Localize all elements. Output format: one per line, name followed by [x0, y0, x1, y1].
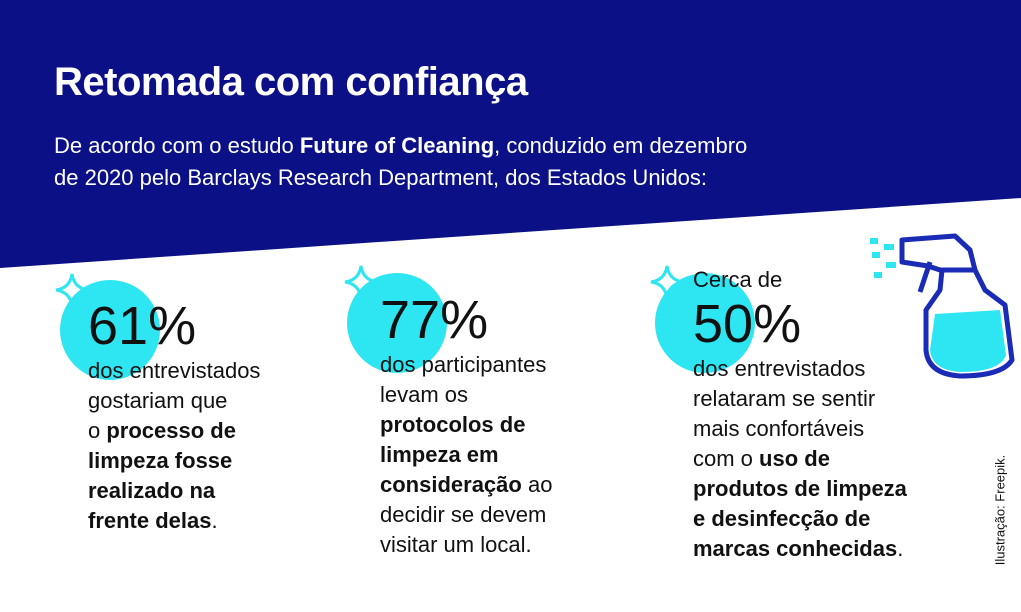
- text-segment: marcas conhecidas: [693, 536, 898, 561]
- text-line: decidir se devem: [380, 500, 552, 530]
- text-segment: levam os: [380, 382, 469, 407]
- text-segment: , conduzido em dezembro: [494, 133, 748, 158]
- text-line: dos entrevistados: [88, 356, 260, 386]
- text-segment: .: [211, 508, 218, 533]
- header-band: [0, 0, 1021, 268]
- stat-prefix: Cerca de: [693, 267, 783, 292]
- text-segment: dos participantes: [380, 352, 547, 377]
- title: Retomada com confiança: [54, 60, 528, 104]
- text-segment: limpeza fosse: [88, 448, 233, 473]
- text-segment: protocolos de: [380, 412, 526, 437]
- text-line: levam os: [380, 380, 552, 410]
- stat: 61% dos entrevistados gostariam que o proce…: [88, 296, 260, 536]
- text-segment: de 2020 pelo Barclays Research Departmen…: [54, 165, 708, 190]
- text-segment: dos entrevistados: [693, 356, 866, 381]
- text-segment: Future of Cleaning: [299, 133, 495, 158]
- text-segment: produtos de limpeza: [693, 476, 907, 501]
- text-segment: o: [88, 418, 107, 443]
- text-segment: e desinfecção de: [693, 506, 871, 531]
- text-line: realizado na: [88, 476, 260, 506]
- text-line: produtos de limpeza: [693, 474, 907, 504]
- text-segment: relataram se sentir: [693, 386, 876, 411]
- stat: 77% dos participantes levam os protocolos d…: [380, 290, 552, 560]
- text-segment: limpeza em: [380, 442, 499, 467]
- text-segment: mais confortáveis: [693, 416, 865, 441]
- text-segment: processo de: [106, 418, 236, 443]
- text-line: de 2020 pelo Barclays Research Departmen…: [54, 162, 747, 194]
- circle: [60, 280, 160, 380]
- stat-number: 61%: [88, 296, 197, 356]
- stat-body: dos entrevistados relataram se sentir mais…: [693, 354, 907, 564]
- text-segment: com o: [693, 446, 760, 471]
- text-line: dos participantes: [380, 350, 552, 380]
- text-line: com o uso de: [693, 444, 907, 474]
- text-line: frente delas.: [88, 506, 260, 536]
- stat-number: 50%: [693, 294, 802, 354]
- text-line: limpeza em: [380, 440, 552, 470]
- text-line: De acordo com o estudo Future of Cleanin…: [54, 130, 747, 162]
- text-segment: De acordo com o estudo: [54, 133, 300, 158]
- stat: Cerca de 50% dos entrevistados relataram se…: [693, 266, 907, 564]
- text-line: mais confortáveis: [693, 414, 907, 444]
- text-line: limpeza fosse: [88, 446, 260, 476]
- text-segment: realizado na: [88, 478, 216, 503]
- text-segment: consideração: [380, 472, 522, 497]
- text-segment: decidir se devem: [380, 502, 547, 527]
- text-line: protocolos de: [380, 410, 552, 440]
- text-segment: frente delas: [88, 508, 212, 533]
- circle: [655, 273, 755, 373]
- text-line: gostariam que: [88, 386, 260, 416]
- text-line: consideração ao: [380, 470, 552, 500]
- text-line: o processo de: [88, 416, 260, 446]
- text-segment: uso de: [759, 446, 830, 471]
- text-segment: visitar um local.: [380, 532, 532, 557]
- text-segment: gostariam que: [88, 388, 228, 413]
- text-line: marcas conhecidas.: [693, 534, 907, 564]
- stat-body: dos participantes levam os protocolos de li…: [380, 350, 552, 560]
- circle: [347, 273, 447, 373]
- stat-body: dos entrevistados gostariam que o processo…: [88, 356, 260, 536]
- text-segment: .: [897, 536, 904, 561]
- text-segment: dos entrevistados: [88, 358, 261, 383]
- text-line: relataram se sentir: [693, 384, 907, 414]
- text-line: visitar um local.: [380, 530, 552, 560]
- stat-number: 77%: [380, 290, 489, 350]
- text-line: e desinfecção de: [693, 504, 907, 534]
- credit: Ilustração: Freepik.: [992, 454, 1008, 566]
- text-line: dos entrevistados: [693, 354, 907, 384]
- text-segment: ao: [521, 472, 553, 497]
- intro: De acordo com o estudo Future of Cleanin…: [54, 130, 747, 194]
- spray-bottle: [870, 233, 1015, 379]
- sparkles: [55, 265, 684, 307]
